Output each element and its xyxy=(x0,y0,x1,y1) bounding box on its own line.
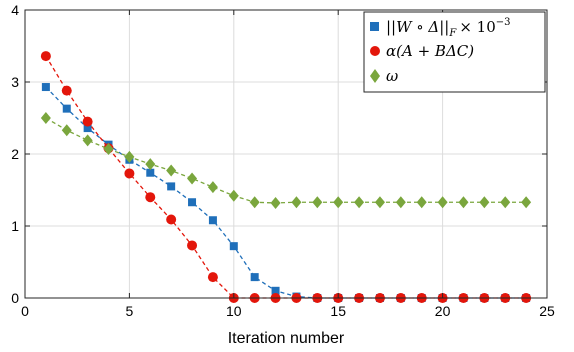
legend-entry-omega: ω xyxy=(370,67,398,85)
data-point-square xyxy=(271,286,280,295)
data-point-diamond xyxy=(291,196,302,209)
data-point-square xyxy=(146,168,155,177)
y-tick-label: 2 xyxy=(11,146,19,162)
data-point-square xyxy=(188,198,197,207)
data-point-diamond xyxy=(333,196,344,209)
legend-frobenius-main: ||W ∘ Δ|| xyxy=(386,18,449,36)
data-point-circle xyxy=(207,272,218,283)
legend-frobenius-times: × 10 xyxy=(459,18,495,36)
data-point-diamond xyxy=(40,112,51,124)
data-point-diamond xyxy=(395,196,406,209)
data-point-circle xyxy=(145,192,156,203)
data-point-diamond xyxy=(521,196,532,209)
y-tick-label: 1 xyxy=(11,218,19,234)
x-tick-label: 10 xyxy=(226,303,242,319)
legend-label-alpha: α(A + BΔC) xyxy=(386,42,474,60)
data-point-diamond xyxy=(354,196,365,209)
data-point-diamond xyxy=(166,164,177,177)
data-point-diamond xyxy=(228,189,239,202)
data-point-square xyxy=(229,242,238,251)
data-point-diamond xyxy=(312,196,323,209)
x-tick-label: 20 xyxy=(435,303,451,319)
data-point-square xyxy=(62,104,71,113)
data-point-square xyxy=(41,83,50,92)
data-point-diamond xyxy=(416,196,427,209)
legend-box xyxy=(363,11,546,93)
data-point-circle xyxy=(124,168,135,179)
legend-entry-alpha: α(A + BΔC) xyxy=(370,42,474,60)
data-point-diamond xyxy=(103,142,114,155)
legend-frobenius-sup: −3 xyxy=(496,17,511,28)
legend-entry-frobenius: ||W ∘ Δ||F × 10−3 xyxy=(370,17,511,39)
legend-circle-marker xyxy=(370,46,380,56)
y-tick-label: 3 xyxy=(11,74,19,90)
data-point-square xyxy=(83,124,92,133)
y-tick-label: 0 xyxy=(11,290,19,306)
data-point-diamond xyxy=(479,196,490,209)
data-point-diamond xyxy=(61,124,72,137)
data-point-diamond xyxy=(145,158,156,171)
legend-label-omega: ω xyxy=(386,67,398,85)
x-tick-label: 15 xyxy=(330,303,346,319)
x-axis-title: Iteration number xyxy=(228,330,345,347)
data-point-circle xyxy=(187,240,198,251)
data-point-diamond xyxy=(500,196,511,209)
data-point-diamond xyxy=(124,150,135,163)
x-tick-label: 0 xyxy=(21,303,29,319)
legend-frobenius-sub: F xyxy=(448,28,457,39)
data-point-diamond xyxy=(374,196,385,209)
y-tick-label: 4 xyxy=(11,2,19,18)
ticks: 0 5 10 15 20 25 0 1 2 3 4 xyxy=(11,2,555,319)
data-point-diamond xyxy=(270,196,281,209)
x-tick-label: 25 xyxy=(539,303,555,319)
data-point-diamond xyxy=(458,196,469,209)
data-point-diamond xyxy=(207,181,218,194)
legend-label-frobenius: ||W ∘ Δ||F × 10−3 xyxy=(386,17,511,39)
data-point-circle xyxy=(61,85,72,96)
data-point-circle xyxy=(82,116,93,127)
legend-diamond-marker xyxy=(370,69,380,83)
x-tick-label: 5 xyxy=(126,303,134,319)
data-point-circle xyxy=(40,51,51,62)
data-point-diamond xyxy=(82,134,93,147)
legend: ||W ∘ Δ||F × 10−3 α(A + BΔC) ω xyxy=(363,11,546,93)
data-point-diamond xyxy=(249,196,260,209)
series-3 xyxy=(40,112,532,209)
data-point-diamond xyxy=(187,172,198,185)
legend-square-marker xyxy=(370,22,379,31)
data-point-diamond xyxy=(437,196,448,209)
data-point-square xyxy=(250,273,259,282)
data-point-square xyxy=(167,182,176,191)
data-point-square xyxy=(208,216,217,225)
data-point-circle xyxy=(166,214,177,225)
